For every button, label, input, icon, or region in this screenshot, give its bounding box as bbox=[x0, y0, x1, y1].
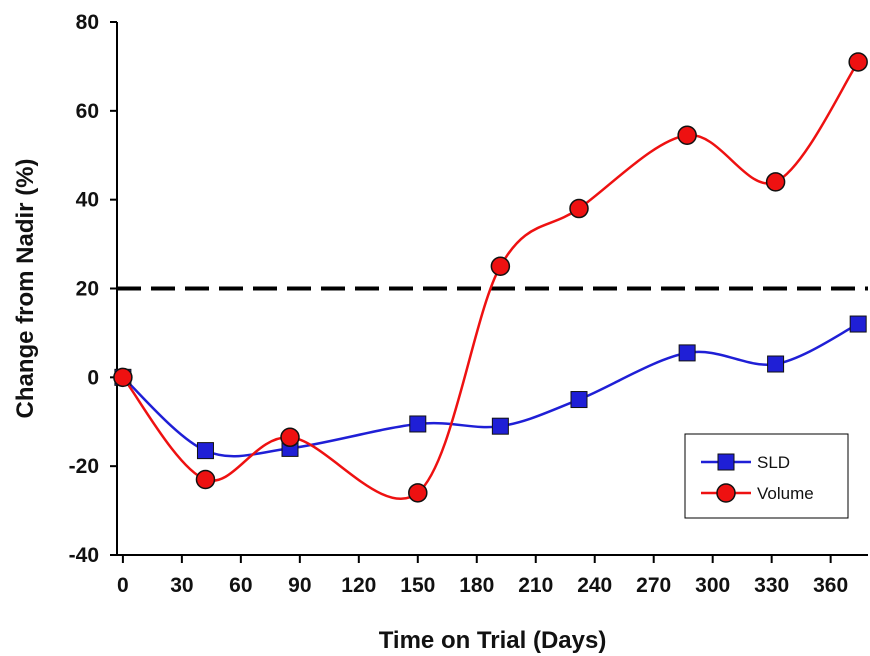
axis-ticks: -40 -20 0 20 40 60 80 0 30 60 90 120 150 180 210 240 270… bbox=[69, 11, 849, 597]
legend-label-volume: Volume bbox=[757, 484, 814, 503]
y-tick-label: 20 bbox=[76, 278, 99, 301]
data-point-volume bbox=[280, 427, 300, 448]
y-tick-label: -40 bbox=[69, 544, 99, 567]
x-axis-title: Time on Trial (Days) bbox=[379, 627, 607, 654]
series-layer bbox=[113, 52, 868, 503]
x-tick-label: 330 bbox=[754, 574, 789, 597]
x-tick-label: 360 bbox=[813, 574, 848, 597]
data-point-volume bbox=[848, 52, 868, 72]
x-tick-label: 180 bbox=[459, 574, 494, 597]
data-point-sld bbox=[570, 391, 588, 409]
x-tick-label: 90 bbox=[288, 574, 311, 597]
data-point-volume bbox=[677, 125, 697, 146]
data-point-volume bbox=[195, 469, 216, 490]
data-point-sld bbox=[678, 344, 696, 362]
x-tick-label: 0 bbox=[117, 574, 129, 597]
data-point-sld bbox=[491, 417, 509, 435]
y-tick-label: -20 bbox=[69, 455, 99, 478]
legend-box bbox=[684, 433, 849, 519]
y-tick-label: 80 bbox=[76, 11, 99, 34]
series-line-volume bbox=[121, 61, 860, 501]
legend-marker-sld bbox=[717, 453, 735, 471]
x-tick-label: 30 bbox=[170, 574, 193, 597]
x-tick-label: 120 bbox=[341, 574, 376, 597]
data-point-volume bbox=[490, 256, 511, 277]
data-point-sld bbox=[196, 442, 214, 460]
data-point-volume bbox=[569, 198, 589, 219]
y-tick-label: 0 bbox=[87, 366, 99, 389]
data-point-volume bbox=[408, 483, 428, 503]
data-point-sld bbox=[849, 315, 867, 333]
x-tick-label: 270 bbox=[636, 574, 671, 597]
data-point-sld bbox=[409, 415, 427, 433]
x-tick-label: 300 bbox=[695, 574, 730, 597]
data-point-sld bbox=[767, 355, 785, 373]
legend: SLD Volume bbox=[684, 433, 849, 519]
legend-marker-volume bbox=[716, 483, 736, 503]
legend-label-sld: SLD bbox=[757, 453, 790, 472]
y-tick-label: 60 bbox=[76, 100, 99, 123]
x-tick-label: 240 bbox=[577, 574, 612, 597]
x-tick-label: 210 bbox=[518, 574, 553, 597]
data-point-volume bbox=[765, 172, 786, 192]
x-tick-label: 150 bbox=[400, 574, 435, 597]
y-axis-title: Change from Nadir (%) bbox=[12, 158, 39, 418]
data-point-volume bbox=[113, 367, 133, 388]
y-tick-label: 40 bbox=[76, 189, 99, 212]
x-tick-label: 60 bbox=[229, 574, 252, 597]
